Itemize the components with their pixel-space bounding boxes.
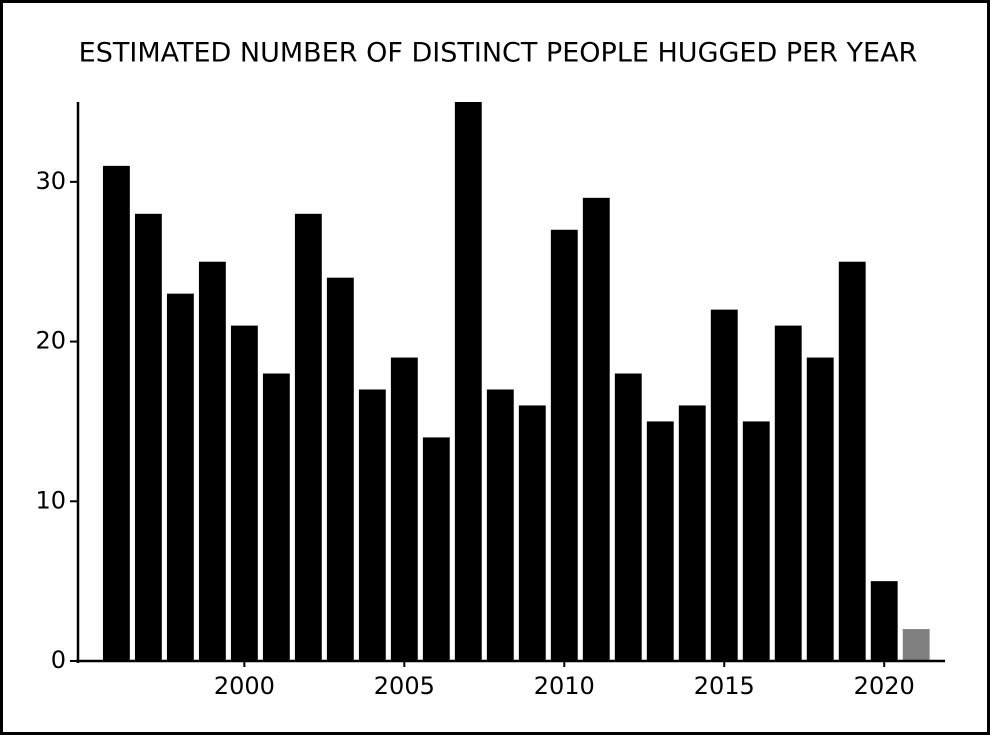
bar: [390, 357, 418, 661]
chart-title: ESTIMATED NUMBER OF DISTINCT PEOPLE HUGG…: [79, 38, 918, 69]
bar: [678, 405, 706, 661]
bar: [870, 581, 898, 661]
bar: [582, 197, 610, 662]
bar: [326, 277, 354, 661]
bar: [198, 261, 226, 661]
bar: [806, 357, 834, 661]
x-tick-label: 2010: [534, 672, 595, 700]
bar: [454, 102, 482, 661]
x-tick-label: 2015: [694, 672, 755, 700]
bar: [230, 325, 258, 661]
x-tick-label: 2005: [374, 672, 435, 700]
bar: [486, 389, 514, 661]
y-tick-label: 10: [35, 486, 66, 514]
bar: [422, 437, 450, 661]
bar: [550, 229, 578, 661]
y-tick-label: 0: [51, 646, 66, 674]
bar: [102, 165, 130, 661]
bar: [838, 261, 866, 661]
bar: [710, 309, 738, 661]
bar: [614, 373, 642, 661]
bar: [294, 213, 322, 662]
bar: [742, 421, 770, 661]
bar: [134, 213, 162, 662]
bar: [774, 325, 802, 661]
bar: [166, 293, 194, 661]
bar: [646, 421, 674, 661]
bar: [902, 629, 930, 661]
y-tick-label: 30: [35, 167, 66, 195]
bar: [358, 389, 386, 661]
x-tick-label: 2020: [854, 672, 915, 700]
bar: [262, 373, 290, 661]
x-tick-label: 2000: [214, 672, 275, 700]
bar: [518, 405, 546, 661]
y-tick-label: 20: [35, 327, 66, 355]
